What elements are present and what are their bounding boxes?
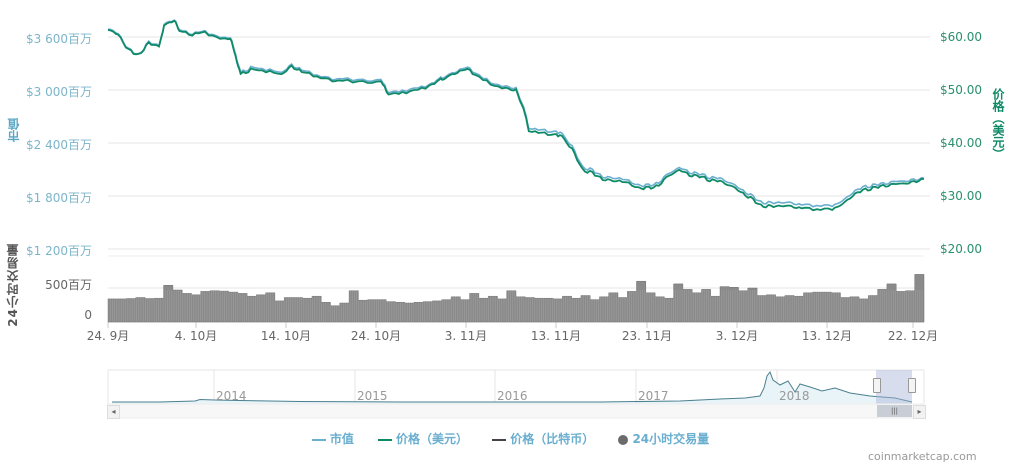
volume-tick: 0 — [84, 308, 92, 322]
line-swatch-icon — [311, 438, 326, 441]
credit-link[interactable]: coinmarketcap.com — [868, 450, 977, 463]
scrollbar-thumb[interactable]: ||| — [877, 405, 912, 417]
x-tick-label: 14. 10月 — [260, 329, 312, 343]
navigator-year-label: 2014 — [216, 389, 247, 403]
scroll-left-button[interactable]: ◂ — [107, 405, 120, 419]
navigator-handle-left[interactable] — [873, 378, 881, 393]
dot-swatch-icon — [618, 434, 629, 445]
legend-label: 24小时交易量 — [632, 432, 710, 446]
market-cap-tick: $1 800百万 — [26, 191, 92, 205]
line-swatch-icon — [492, 438, 507, 441]
gridlines — [107, 36, 930, 328]
market-cap-tick: $2 400百万 — [26, 138, 92, 152]
legend-label: 价格（比特币） — [510, 432, 595, 446]
legend-item-price-usd[interactable]: 价格（美元） — [378, 430, 468, 447]
price-lines — [107, 19, 925, 212]
x-tick-label: 24. 10月 — [350, 329, 402, 343]
volume-tick: 500百万 — [45, 278, 92, 292]
x-tick-label: 13. 11月 — [530, 329, 582, 343]
legend-label: 价格（美元） — [396, 432, 469, 446]
navigator-year-label: 2017 — [638, 389, 669, 403]
legend-label: 市值 — [329, 432, 354, 446]
x-tick-label: 4. 10月 — [174, 329, 218, 343]
volume-columns — [107, 274, 925, 323]
price-tick: $40.00 — [940, 136, 982, 150]
scroll-right-button[interactable]: ▸ — [913, 405, 926, 419]
market-cap-tick: $1 200百万 — [26, 244, 92, 258]
legend-item-price-btc[interactable]: 价格（比特币） — [492, 430, 594, 447]
x-tick-label: 22. 12月 — [887, 329, 939, 343]
legend-item-market-cap[interactable]: 市值 — [311, 430, 354, 447]
x-tick-label: 3. 11月 — [444, 329, 488, 343]
navigator — [107, 369, 925, 419]
x-tick-label: 3. 12月 — [715, 329, 759, 343]
price-tick: $50.00 — [940, 83, 982, 97]
x-tick-label: 24. 9月 — [86, 329, 130, 343]
navigator-year-label: 2015 — [357, 389, 388, 403]
navigator-year-label: 2016 — [497, 389, 528, 403]
price-tick: $20.00 — [940, 242, 982, 256]
price-tick: $60.00 — [940, 30, 982, 44]
legend-item-volume[interactable]: 24小时交易量 — [618, 430, 709, 447]
market-cap-tick: $3 000百万 — [26, 85, 92, 99]
navigator-handle-right[interactable] — [908, 378, 916, 393]
legend: 市值 价格（美元） 价格（比特币） 24小时交易量 — [0, 430, 1021, 447]
market-cap-tick: $3 600百万 — [26, 32, 92, 46]
price-usd-axis-title: 价格（美元） — [991, 88, 1005, 160]
price-tick: $30.00 — [940, 189, 982, 203]
navigator-year-label: 2018 — [779, 389, 810, 403]
x-tick-label: 23. 11月 — [621, 329, 673, 343]
line-swatch-icon — [378, 438, 393, 441]
x-tick-label: 13. 12月 — [801, 329, 853, 343]
